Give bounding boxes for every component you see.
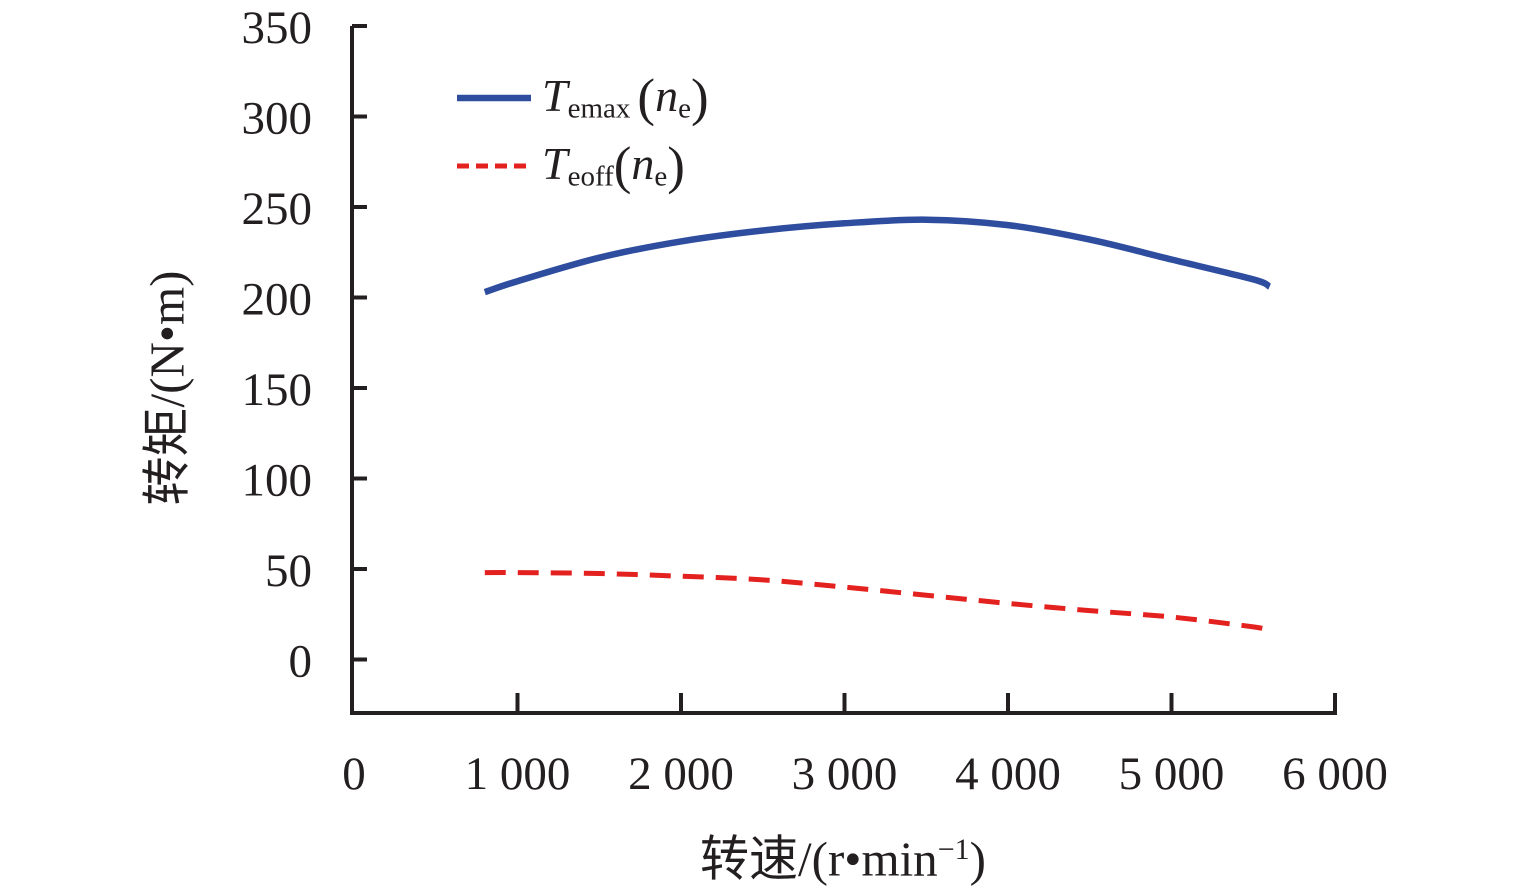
- x-tick-label: 3 000: [792, 748, 898, 800]
- legend-solid-line-sample: [457, 94, 531, 102]
- legend-close-paren: ): [690, 68, 709, 127]
- y-tick-label: 100: [242, 454, 313, 506]
- legend-open-paren: (: [637, 68, 656, 127]
- legend-subscript: emax: [567, 92, 631, 125]
- y-axis-title: 转矩/(N•m): [128, 271, 199, 506]
- legend-symbol: T: [542, 137, 568, 189]
- x-tick-label: 6 000: [1282, 748, 1388, 800]
- x-tick-label: 2 000: [628, 748, 734, 800]
- legend-symbol: T: [542, 69, 568, 121]
- x-axis-title: 转速/(r•min−1): [700, 820, 986, 891]
- legend: Temax (ne) Teoff(ne): [456, 64, 709, 200]
- legend-item-temax: Temax (ne): [456, 64, 709, 132]
- x-tick-label: 4 000: [955, 748, 1061, 800]
- series-curve-teoff: [484, 570, 1271, 633]
- x-tick-label: 0: [342, 748, 366, 800]
- legend-arg-subscript: e: [654, 160, 668, 193]
- y-tick-label: 0: [289, 635, 313, 687]
- x-tick-label: 1 000: [465, 748, 571, 800]
- legend-dashed-line-sample: [457, 163, 531, 169]
- y-tick-label: 350: [242, 2, 313, 54]
- y-tick-label: 200: [242, 273, 313, 325]
- axis-frame: [350, 26, 1337, 715]
- legend-label-teoff: Teoff(ne): [542, 136, 685, 195]
- y-tick-label: 250: [242, 183, 313, 235]
- x-axis-title-text: 转速/(r•min: [700, 831, 938, 887]
- y-tick-label: 50: [265, 545, 312, 597]
- legend-close-paren: ): [667, 136, 685, 195]
- legend-subscript: eoff: [567, 160, 614, 193]
- legend-label-temax: Temax (ne): [542, 68, 709, 127]
- legend-arg-symbol: n: [631, 137, 655, 189]
- legend-arg-symbol: n: [655, 69, 679, 121]
- legend-arg-subscript: e: [678, 92, 691, 125]
- y-tick-label: 150: [242, 364, 313, 416]
- x-axis-title-superscript: −1: [937, 833, 970, 866]
- series-curve-temax: [483, 216, 1272, 296]
- x-axis-title-close-paren: ): [969, 831, 986, 887]
- legend-item-teoff: Teoff(ne): [456, 132, 709, 200]
- y-axis-title-text: 转矩/(N•m): [139, 270, 195, 506]
- y-tick-label: 300: [242, 92, 313, 144]
- x-tick-label: 5 000: [1119, 748, 1225, 800]
- legend-open-paren: (: [613, 136, 632, 195]
